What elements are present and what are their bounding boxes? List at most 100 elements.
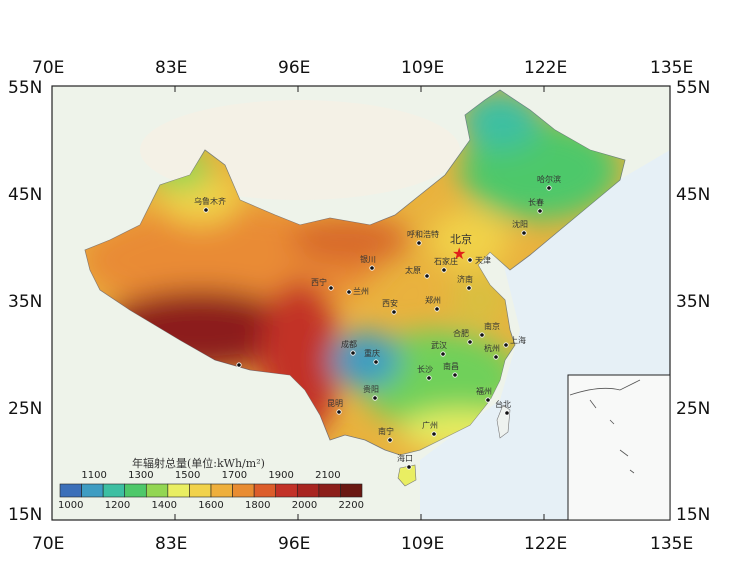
city-label: 西宁 (311, 277, 327, 287)
bottom-longitude-label: 135E (650, 534, 694, 554)
left-latitude-label: 55N (8, 78, 43, 98)
city-dot (440, 351, 446, 357)
legend-swatch (253, 483, 277, 498)
city: 长沙 (417, 364, 433, 381)
city-dot (203, 207, 209, 213)
legend-swatch (340, 483, 363, 498)
legend-lower-label: 1600 (198, 500, 224, 511)
city-label: 天津 (475, 255, 491, 265)
top-longitude-label: 96E (278, 58, 311, 78)
city: 呼和浩特 (407, 229, 439, 246)
left-latitude-label: 25N (8, 399, 43, 419)
city-label: 银川 (360, 254, 376, 264)
legend-lower-label: 1000 (58, 500, 84, 511)
city-dot (537, 208, 543, 214)
city-dot (546, 185, 552, 191)
city: 济南 (457, 274, 473, 291)
city-dot (467, 339, 473, 345)
legend-swatch (59, 483, 82, 498)
city: 天津 (467, 255, 491, 265)
top-longitude-label: 109E (401, 58, 445, 78)
city-dot (431, 431, 437, 437)
city: 南昌 (443, 361, 459, 378)
city-label: 石家庄 (434, 256, 458, 266)
city-label: 兰州 (353, 286, 369, 296)
city-dot (328, 285, 334, 291)
right-latitude-label: 25N (676, 399, 711, 419)
bottom-longitude-label: 70E (32, 534, 65, 554)
bottom-longitude-label: 122E (524, 534, 568, 554)
city-dot (467, 257, 473, 263)
bottom-longitude-label: 109E (401, 534, 445, 554)
top-longitude-label: 83E (155, 58, 188, 78)
hainan (397, 464, 417, 487)
capital-marker: ★ 北京 (450, 232, 472, 263)
left-latitude-label: 35N (8, 292, 43, 312)
city: 乌鲁木齐 (194, 196, 226, 213)
legend-lower-label: 1200 (104, 500, 131, 511)
city-label: 乌鲁木齐 (194, 196, 226, 206)
city: 西宁 (311, 277, 334, 291)
legend-swatch (189, 483, 212, 498)
city-label: 南宁 (378, 426, 394, 436)
city: 台北 (495, 399, 511, 416)
city: 南宁 (378, 426, 394, 443)
city-dot (424, 273, 430, 279)
legend-lower-label: 2000 (291, 500, 318, 511)
city: 福州 (476, 387, 492, 403)
city-label: 广州 (422, 420, 438, 430)
city-dot (387, 437, 393, 443)
top-longitude-label: 122E (524, 58, 568, 78)
city-dot (504, 410, 510, 416)
legend-swatch (318, 483, 341, 498)
city-label: 郑州 (425, 295, 441, 305)
city-dot (373, 359, 379, 365)
city: 成都 (341, 339, 357, 356)
city-dot (441, 267, 447, 273)
city: 广州 (422, 420, 438, 437)
city-label: 贵阳 (363, 384, 379, 394)
tick-marks (51, 86, 671, 520)
right-latitude-label: 15N (676, 505, 711, 525)
legend-swatch (81, 483, 104, 498)
city-dot (350, 350, 356, 356)
bottom-longitude-label: 83E (155, 534, 188, 554)
right-latitude-label: 35N (676, 292, 711, 312)
city: 长春 (528, 197, 544, 214)
city: 郑州 (425, 295, 441, 312)
city-label: 成都 (341, 339, 357, 349)
city-label: 福州 (476, 387, 492, 396)
city-label: 西安 (382, 298, 398, 308)
city-dot (346, 289, 352, 295)
legend-lower-label: 1800 (245, 500, 271, 511)
south-china-sea-inset (567, 374, 671, 521)
city: 兰州 (346, 286, 369, 296)
legend-swatch (124, 483, 147, 498)
city: 太原 (405, 265, 430, 279)
city: 南京 (479, 321, 500, 338)
legend-upper-label: 2100 (315, 470, 341, 481)
city: 沈阳 (512, 219, 528, 236)
city-label: 哈尔滨 (537, 174, 561, 184)
inset-coastline (569, 379, 641, 474)
city-label: 台北 (495, 399, 511, 409)
map-frame (51, 85, 671, 521)
city: 银川 (360, 254, 376, 271)
city: 上海 (503, 335, 526, 348)
city: 西安 (382, 298, 398, 315)
right-latitude-label: 55N (676, 78, 711, 98)
legend-swatch (167, 483, 190, 498)
city-dot (369, 265, 375, 271)
legend-upper-label: 1700 (221, 470, 248, 481)
city: 合肥 (453, 328, 473, 345)
city-dot (236, 362, 242, 368)
legend-upper-label: 1100 (81, 470, 107, 481)
city-dot (406, 464, 412, 470)
city-label: 武汉 (431, 340, 447, 350)
city-dot (493, 354, 499, 360)
legend-upper-label: 1900 (268, 470, 294, 481)
left-latitude-label: 15N (8, 505, 43, 525)
legend-lower-label: 2200 (338, 500, 364, 511)
city-dot (485, 397, 491, 403)
city: 重庆 (364, 348, 380, 365)
